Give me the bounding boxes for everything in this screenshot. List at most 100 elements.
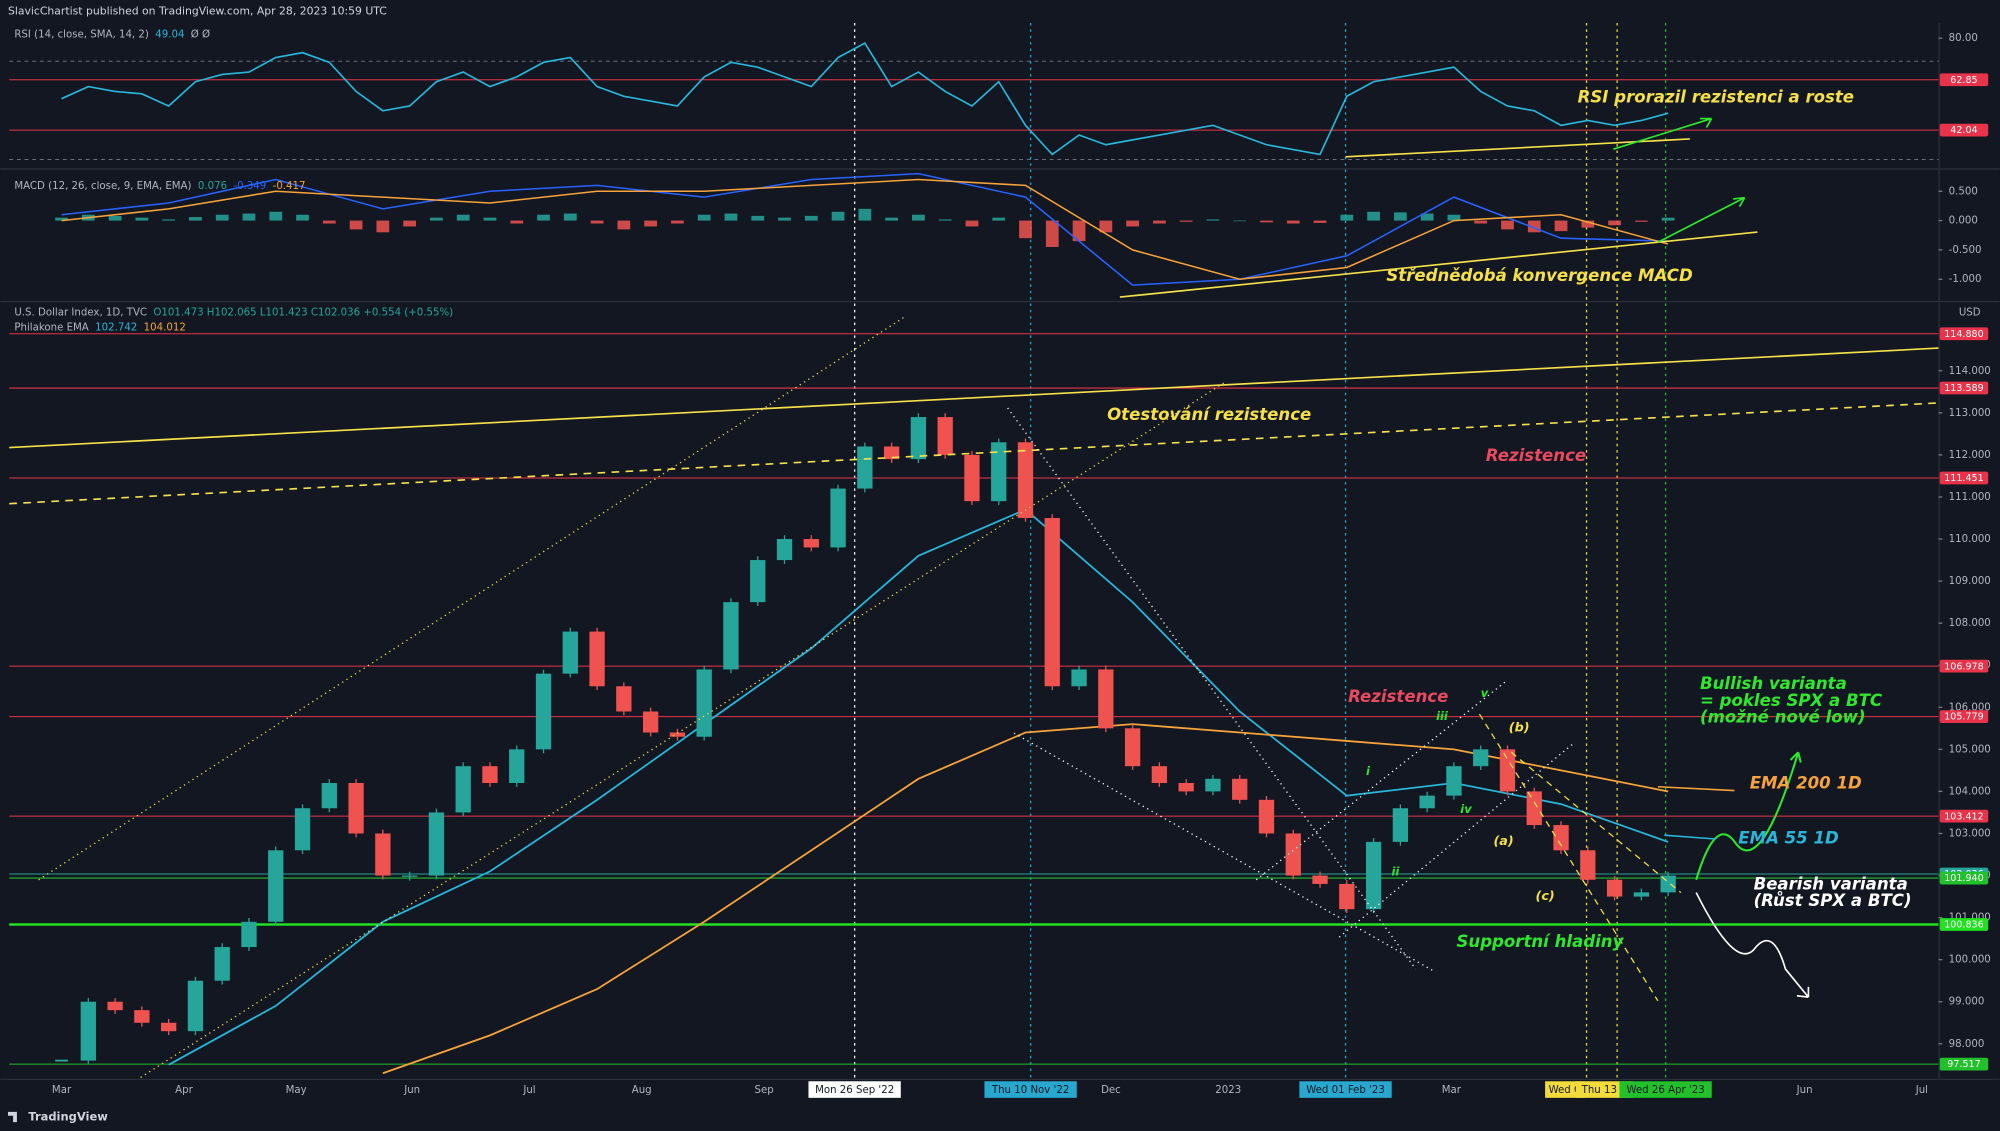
y-tick-label: -0.500 (1949, 245, 1982, 256)
level-label-box (1939, 471, 1989, 485)
histogram-bar (563, 213, 577, 221)
candle (1606, 879, 1623, 897)
annotation: Bullish varianta (1700, 674, 1847, 693)
histogram-bar (135, 217, 149, 221)
candle (1312, 875, 1328, 884)
candle (268, 850, 284, 922)
candle (776, 539, 793, 561)
histogram-bar (456, 214, 470, 221)
y-tick-label: 111.000 (1949, 492, 1991, 503)
candle (375, 833, 391, 876)
annotation: (možné nové low) (1700, 707, 1866, 726)
ema-line (382, 723, 1669, 1075)
histogram-bar (1394, 212, 1407, 221)
candle (428, 812, 445, 876)
publisher: SlavicChartist published on TradingView.… (8, 4, 387, 17)
y-tick-label: 100.000 (1949, 955, 1991, 966)
annotation: (b) (1509, 721, 1530, 736)
footer-brand: TradingView (28, 1109, 108, 1123)
candle (455, 766, 471, 813)
histogram-bar (1447, 214, 1461, 221)
candle (830, 488, 846, 548)
candle (883, 446, 900, 460)
level-label: 103.412 (1944, 811, 1983, 822)
histogram-bar (242, 213, 256, 221)
annotation: = pokles SPX a BTC (1700, 691, 1882, 710)
y-tick-label: 0.000 (1949, 216, 1978, 227)
level-label-box (1939, 73, 1989, 87)
candle (509, 749, 525, 783)
level-label-box (1939, 659, 1989, 673)
histogram-bar (108, 215, 122, 221)
level-label-box (1939, 327, 1989, 341)
x-tick-label: Jul (1915, 1085, 1928, 1096)
candle (1178, 782, 1194, 792)
x-label-box (1299, 1081, 1392, 1098)
candle (1446, 766, 1462, 796)
histogram-bar (1206, 219, 1220, 221)
legend-text: -0.417 (273, 181, 306, 192)
candle (1232, 778, 1248, 800)
macd-line (61, 178, 1669, 281)
histogram-bar (831, 211, 845, 221)
candle (80, 1001, 96, 1061)
candle (642, 711, 659, 733)
x-tick-label: Thu 10 Nov '22 (991, 1085, 1069, 1096)
x-tick-label: Wed C (1549, 1085, 1582, 1096)
candle (107, 1001, 123, 1011)
y-tick-label: 106.000 (1949, 702, 1991, 713)
x-tick-label: Wed 01 Feb '23 (1306, 1085, 1385, 1096)
candle (1098, 669, 1114, 729)
x-tick-label: 2023 (1215, 1085, 1241, 1096)
pane-borders (0, 22, 2000, 1080)
histogram-bar (912, 214, 925, 221)
candle (1392, 808, 1409, 842)
histogram-bar (162, 219, 176, 221)
histogram-bar (1474, 220, 1488, 224)
y-tick-label: 104.000 (1949, 786, 1991, 797)
candle (160, 1022, 177, 1032)
histogram-bar (269, 211, 283, 221)
histogram-bar (1581, 220, 1595, 228)
ema-line (168, 508, 1669, 1066)
candle (937, 417, 953, 455)
candle (1633, 892, 1650, 897)
annotation: Supportní hladiny (1456, 932, 1624, 951)
histogram-bar (1126, 220, 1139, 227)
histogram-bar (55, 217, 68, 221)
level-label: 105.779 (1944, 712, 1983, 723)
histogram-bar (537, 214, 550, 221)
candle (1419, 795, 1435, 809)
level-label: 100.836 (1944, 920, 1983, 931)
y-tick-label: 109.000 (1949, 576, 1991, 587)
y-tick-label: 103.000 (1949, 828, 1991, 839)
x-tick-label: Jul (522, 1085, 535, 1096)
level-label: 42.04 (1950, 125, 1977, 136)
x-tick-label: Jun (403, 1085, 420, 1096)
histogram-bar (1179, 220, 1193, 222)
histogram-bar (590, 220, 604, 224)
x-tick-label: Mar (52, 1085, 72, 1096)
histogram-bar (751, 215, 765, 221)
legend-text: 0.076 (198, 181, 227, 192)
y-tick-label: 101.000 (1949, 913, 1991, 924)
candle (616, 686, 632, 712)
histogram-bar (296, 214, 309, 221)
histogram-bar (215, 214, 229, 221)
candle (964, 454, 980, 502)
candle (1151, 766, 1168, 783)
candle (214, 947, 230, 981)
annotation: (c) (1536, 889, 1555, 904)
x-tick-label: Apr (175, 1085, 193, 1096)
drawings (9, 117, 1939, 1078)
y-tick-label: 108.000 (1949, 618, 1991, 629)
annotation: v (1481, 686, 1489, 700)
annotation: Bearish varianta (1754, 874, 1908, 893)
candle (1660, 875, 1676, 893)
annotation: (Růst SPX a BTC) (1754, 891, 1912, 910)
annotation: Rezistence (1348, 687, 1448, 706)
level-label: 111.451 (1944, 473, 1983, 484)
candle (803, 539, 819, 548)
candle (1526, 791, 1542, 826)
